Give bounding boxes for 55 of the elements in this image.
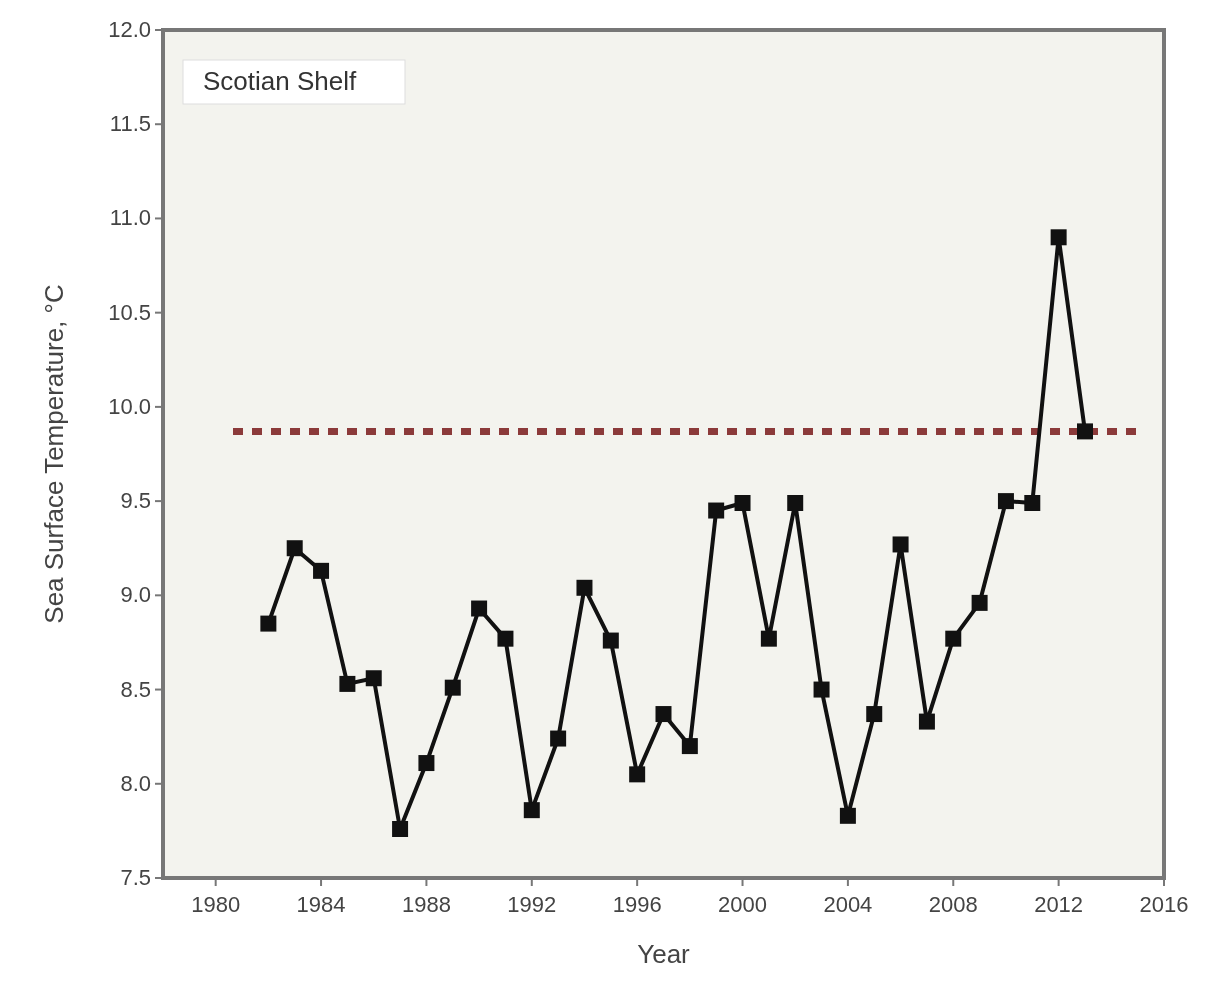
y-tick-label: 10.5 xyxy=(108,299,151,325)
y-tick-label: 12.0 xyxy=(108,17,151,42)
y-tick-label: 10.0 xyxy=(108,393,151,419)
point xyxy=(1076,423,1093,440)
point xyxy=(892,536,909,553)
point xyxy=(602,632,619,649)
point xyxy=(655,706,672,723)
x-tick-label: 2004 xyxy=(823,892,873,917)
x-tick-label: 2008 xyxy=(928,892,978,917)
point xyxy=(550,730,567,747)
x-tick-label: 1992 xyxy=(507,892,557,917)
point xyxy=(313,562,330,579)
point xyxy=(708,502,725,519)
x-tick-label: 2016 xyxy=(1139,892,1189,917)
point xyxy=(497,630,514,647)
x-tick-label: 1988 xyxy=(401,892,451,917)
y-tick-label: 7.5 xyxy=(120,865,151,890)
y-tick-label: 11.5 xyxy=(109,111,151,137)
point xyxy=(365,670,382,687)
point xyxy=(787,495,804,511)
point xyxy=(418,755,435,772)
x-tick-label: 1996 xyxy=(612,892,662,917)
point xyxy=(681,738,698,755)
point xyxy=(392,821,409,837)
point xyxy=(629,766,646,783)
y-tick-label: 9.5 xyxy=(120,488,151,514)
point xyxy=(444,679,461,696)
y-tick-label: 9.0 xyxy=(120,582,151,608)
x-tick-label: 1980 xyxy=(191,892,241,917)
point xyxy=(734,495,751,511)
point xyxy=(866,706,883,723)
point xyxy=(760,630,777,647)
point xyxy=(1050,229,1067,246)
point xyxy=(576,579,593,596)
y-tick-label: 8.5 xyxy=(120,676,151,702)
y-tick-label: 11.0 xyxy=(109,205,151,231)
point xyxy=(286,540,303,557)
point xyxy=(997,493,1014,510)
y-axis-title: Sea Surface Temperature, °C xyxy=(39,284,69,624)
point xyxy=(813,681,830,698)
point xyxy=(260,615,277,632)
x-axis-title: Year xyxy=(637,939,691,969)
point xyxy=(523,802,540,819)
point xyxy=(839,807,856,824)
point xyxy=(339,675,356,692)
point xyxy=(1024,495,1041,511)
point xyxy=(918,713,935,730)
y-tick-label: 8.0 xyxy=(120,770,151,796)
x-tick-label: 2012 xyxy=(1034,892,1084,917)
point xyxy=(945,630,962,647)
point xyxy=(971,594,988,611)
x-tick-label: 2000 xyxy=(718,892,767,917)
x-tick-label: 1984 xyxy=(296,892,346,917)
point xyxy=(471,600,488,617)
annotation: Scotian Shelf xyxy=(203,66,357,96)
